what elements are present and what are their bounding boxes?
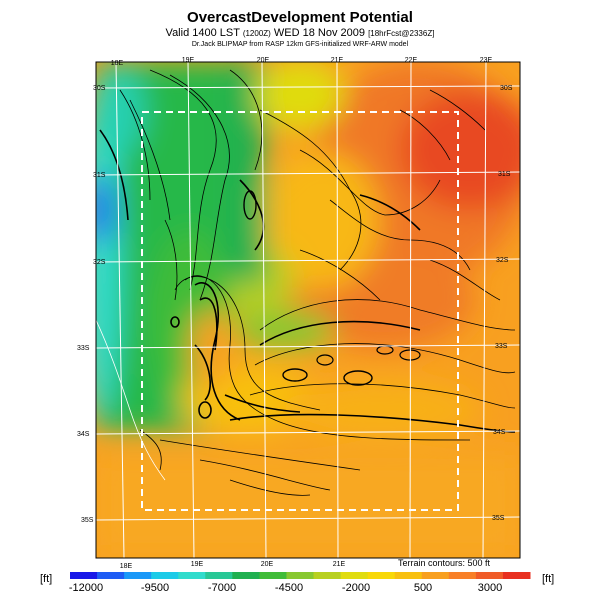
lat-label-right: 35S — [492, 515, 505, 522]
map-caption: Dr.Jack BLIPMAP from RASP 12km GFS-initi… — [191, 41, 409, 48]
lon-label-bottom: 20E — [261, 561, 274, 568]
colorbar-swatch — [502, 572, 531, 579]
lat-label-right: 33S — [495, 343, 508, 350]
lat-label-left: 30S — [93, 85, 106, 92]
colorbar-label: -2000 — [341, 582, 371, 594]
lon-label-top: 19E — [182, 57, 195, 64]
forecast-info: [18hrFcst@2336Z] — [368, 29, 435, 38]
colorbar-unit-left: [ft] — [40, 573, 53, 585]
lon-label-top: 18E — [111, 60, 124, 67]
colorbar-swatch — [232, 572, 260, 579]
lat-label-left: 34S — [77, 431, 90, 438]
lat-label-right: 32S — [496, 257, 509, 264]
colorbar-swatch — [475, 572, 504, 579]
map-subtitle: Valid 1400 LST (1200Z) WED 18 Nov 2009 [… — [0, 27, 600, 39]
map-title: OvercastDevelopment Potential — [187, 9, 413, 26]
colorbar-swatch — [394, 572, 423, 579]
lat-label-right: 31S — [498, 171, 511, 178]
colorbar-swatch — [286, 572, 315, 579]
colorbar-label: 3000 — [477, 582, 503, 594]
colorbar-swatch — [448, 572, 477, 579]
lon-label-bottom: 21E — [333, 561, 346, 568]
colorbar-swatch — [178, 572, 206, 579]
color-field — [96, 62, 520, 558]
lat-lon-grid — [96, 62, 520, 558]
inner-domain-box — [141, 111, 459, 511]
colorbar-swatch — [124, 572, 152, 579]
lat-label-right: 34S — [493, 429, 506, 436]
colorbar-label: -7000 — [207, 582, 237, 594]
colorbar-label: 500 — [413, 582, 433, 594]
lon-label-bottom: 18E — [120, 563, 133, 570]
valid-time: Valid 1400 LST — [165, 27, 240, 39]
lat-label-left: 35S — [81, 517, 94, 524]
map-frame — [95, 61, 521, 559]
lon-label-bottom: 19E — [191, 561, 204, 568]
colorbar-swatch — [70, 572, 98, 579]
lat-label-left: 31S — [93, 172, 106, 179]
utc-time: (1200Z) — [242, 29, 271, 38]
lon-label-top: 23E — [480, 57, 493, 64]
lat-label-left: 33S — [77, 345, 90, 352]
coastline — [96, 319, 166, 481]
colorbar-swatch — [259, 572, 287, 579]
colorbar-swatch — [313, 572, 342, 579]
colorbar-swatch — [340, 572, 369, 579]
valid-date: WED 18 Nov 2009 — [273, 27, 365, 39]
colorbar-unit-right: [ft] — [542, 573, 555, 585]
colorbar-swatch — [151, 572, 179, 579]
colorbar-swatch — [97, 572, 125, 579]
lon-label-top: 21E — [331, 57, 344, 64]
colorbar-label: -9500 — [140, 582, 170, 594]
colorbar-label: -12000 — [68, 582, 104, 594]
terrain-contour-note: Terrain contours: 500 ft — [398, 558, 491, 568]
lat-label-right: 30S — [500, 85, 513, 92]
colorbar-swatch — [205, 572, 233, 579]
colorbar-swatch — [367, 572, 396, 579]
colorbar-swatch — [421, 572, 450, 579]
lon-label-top: 22E — [405, 57, 418, 64]
colorbar — [70, 572, 531, 579]
lat-label-left: 32S — [93, 259, 106, 266]
lon-label-top: 20E — [257, 57, 270, 64]
colorbar-label: -4500 — [274, 582, 304, 594]
